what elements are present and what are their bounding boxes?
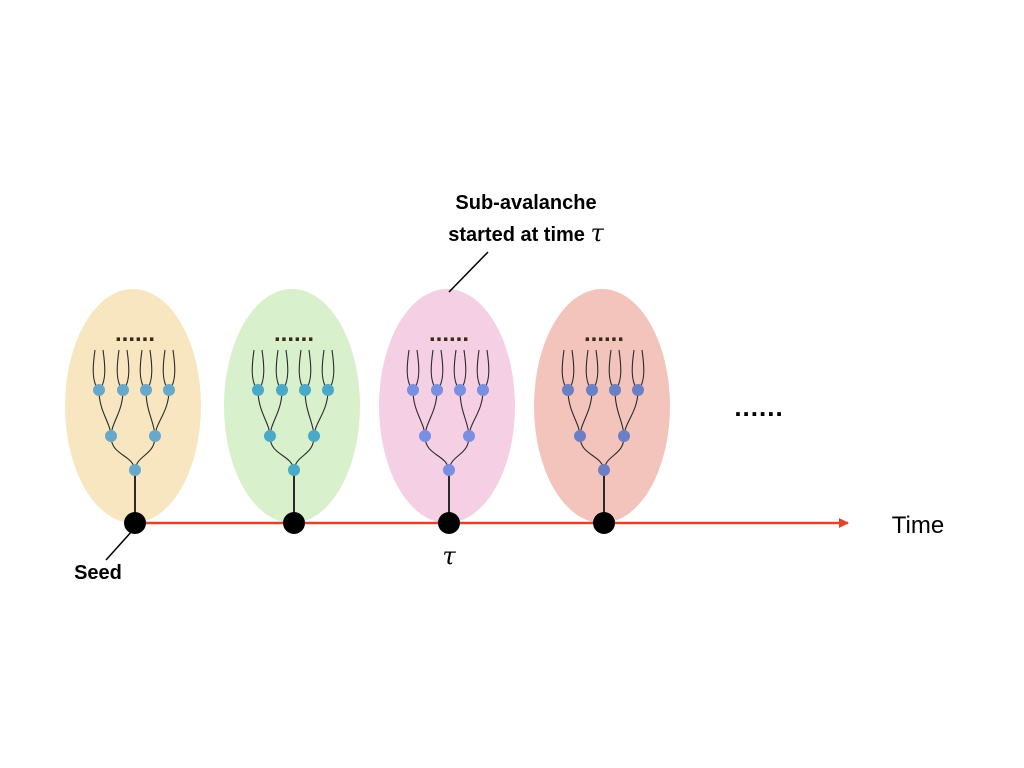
tree-node [149, 430, 161, 442]
tree-node [598, 464, 610, 476]
tree-node [632, 384, 644, 396]
sub-avalanche-callout-line [448, 251, 489, 293]
seed-node [438, 512, 460, 534]
tree-node [322, 384, 334, 396]
tree-continuation-dots: ...... [115, 320, 155, 347]
tree-node [586, 384, 598, 396]
sub-avalanche-label-line1: Sub-avalanche [455, 192, 596, 214]
seed-node [593, 512, 615, 534]
tree-node [308, 430, 320, 442]
tree-node [252, 384, 264, 396]
seed-label: Seed [74, 562, 122, 584]
sub-avalanche-label-line2: started at time τ [448, 219, 604, 247]
tree-node [609, 384, 621, 396]
sub-avalanche-tau: τ [590, 219, 604, 247]
tree-node [443, 464, 455, 476]
sub-avalanche-label-text: started at time [448, 224, 590, 246]
seed-nodes [124, 512, 615, 534]
sub-avalanche-3: ...... [379, 289, 515, 523]
sub-avalanche-4: ...... [534, 289, 670, 523]
continuation-ellipsis: ...... [734, 392, 783, 422]
tree-node [264, 430, 276, 442]
tree-node [117, 384, 129, 396]
tree-node [562, 384, 574, 396]
tau-axis-label: τ [442, 542, 456, 570]
tree-node [140, 384, 152, 396]
tree-node [618, 430, 630, 442]
tree-node [477, 384, 489, 396]
sub-avalanche-2: ...... [224, 289, 360, 523]
tree-node [105, 430, 117, 442]
tree-node [163, 384, 175, 396]
tree-node [463, 430, 475, 442]
tree-node [454, 384, 466, 396]
tree-continuation-dots: ...... [429, 320, 469, 347]
tree-continuation-dots: ...... [274, 320, 314, 347]
sub-avalanche-ellipse [379, 289, 515, 523]
tree-node [299, 384, 311, 396]
sub-avalanche-ellipse [534, 289, 670, 523]
time-axis-label: Time [892, 512, 944, 539]
tree-node [129, 464, 141, 476]
seed-callout-line [105, 529, 134, 561]
tree-node [288, 464, 300, 476]
seed-node [283, 512, 305, 534]
avalanche-group: ........................ [65, 289, 670, 523]
tree-node [419, 430, 431, 442]
tree-node [574, 430, 586, 442]
tree-node [407, 384, 419, 396]
seed-node [124, 512, 146, 534]
tree-node [93, 384, 105, 396]
sub-avalanche-ellipse [65, 289, 201, 523]
sub-avalanche-ellipse [224, 289, 360, 523]
tree-continuation-dots: ...... [584, 320, 624, 347]
tree-node [276, 384, 288, 396]
tree-node [431, 384, 443, 396]
sub-avalanche-1: ...... [65, 289, 201, 523]
